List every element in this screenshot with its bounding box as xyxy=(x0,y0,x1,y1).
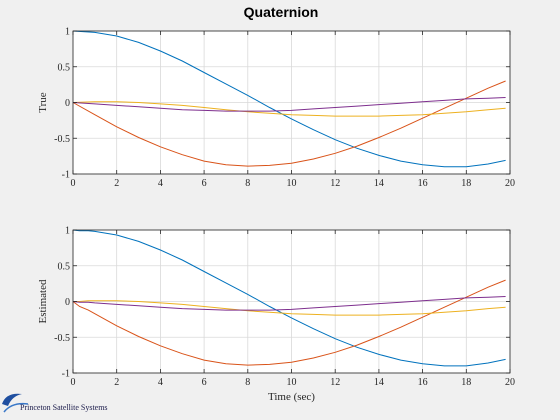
series-line-1 xyxy=(72,30,506,168)
x-tick-label: 4 xyxy=(158,178,163,189)
x-tick-label: 8 xyxy=(245,377,250,388)
psslogo: Princeton Satellite Systems xyxy=(2,393,108,413)
plot-estimated: 0 2 4 6 8 10 12 14 16 18 20 -1 -0.5 0 0.5 1 Estimated Tim… xyxy=(37,226,515,404)
logo-text: Princeton Satellite Systems xyxy=(20,403,108,412)
x-tick-label: 0 xyxy=(71,178,76,189)
x-tick-label: 0 xyxy=(71,377,76,388)
x-tick-label: 10 xyxy=(287,178,297,189)
y-tick-label: -0.5 xyxy=(54,134,70,145)
x-tick-label: 8 xyxy=(245,178,250,189)
x-tick-label: 20 xyxy=(505,178,515,189)
y-tick-label: 0.5 xyxy=(58,261,71,272)
x-tick-label: 16 xyxy=(418,377,428,388)
x-tick-label: 18 xyxy=(461,178,471,189)
y-axis-label: True xyxy=(37,92,49,112)
x-tick-label: 12 xyxy=(330,377,340,388)
series-line-1 xyxy=(72,229,506,367)
x-axis-label: Time (sec) xyxy=(268,391,315,403)
y-tick-label: -1 xyxy=(62,170,70,181)
x-tick-label: 16 xyxy=(418,178,428,189)
x-tick-label: 12 xyxy=(330,178,340,189)
plot-true: 0 2 4 6 8 10 12 14 16 18 20 -1 -0.5 0 0.5 1 True xyxy=(37,27,515,190)
x-tick-label: 6 xyxy=(202,377,207,388)
y-tick-label: -0.5 xyxy=(54,333,70,344)
y-tick-label: 0 xyxy=(65,297,70,308)
series-line-3 xyxy=(72,101,506,117)
y-tick-label: 0 xyxy=(65,98,70,109)
y-tick-label: 1 xyxy=(65,27,70,38)
y-tick-label: 1 xyxy=(65,226,70,237)
x-tick-label: 2 xyxy=(114,377,119,388)
series-line-4 xyxy=(72,296,506,311)
x-tick-label: 4 xyxy=(158,377,163,388)
series-line-3 xyxy=(73,300,506,316)
x-tick-label: 18 xyxy=(461,377,471,388)
x-tick-label: 2 xyxy=(114,178,119,189)
logo-swoosh-accent-icon xyxy=(3,402,29,413)
x-tick-label: 10 xyxy=(287,377,297,388)
series-line-4 xyxy=(72,97,506,112)
y-axis-label: Estimated xyxy=(37,279,49,323)
x-tick-label: 14 xyxy=(374,377,384,388)
figure-title: Quaternion xyxy=(244,4,319,20)
logo-swoosh-icon xyxy=(2,393,22,406)
series-line-2 xyxy=(72,80,506,167)
y-tick-label: 0.5 xyxy=(58,62,71,73)
x-tick-label: 6 xyxy=(202,178,207,189)
y-tick-label: -1 xyxy=(62,369,70,380)
series-line-2 xyxy=(72,279,506,366)
x-tick-label: 20 xyxy=(505,377,515,388)
x-tick-label: 14 xyxy=(374,178,384,189)
